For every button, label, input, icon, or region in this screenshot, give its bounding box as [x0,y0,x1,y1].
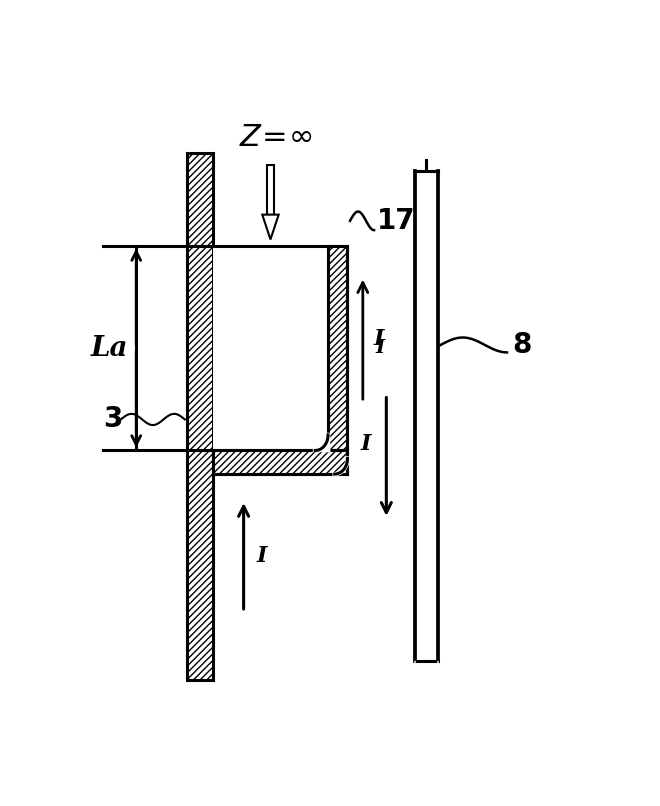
Text: 17: 17 [377,207,415,235]
Text: La: La [91,334,129,362]
Polygon shape [187,152,213,680]
Polygon shape [262,214,279,239]
Polygon shape [213,246,347,474]
Text: I: I [373,328,383,351]
Text: 8: 8 [512,331,531,359]
Polygon shape [328,246,347,451]
Text: I: I [376,339,385,357]
Text: 3: 3 [104,405,123,434]
Text: I: I [256,545,267,567]
Text: $Z\!=\!\infty$: $Z\!=\!\infty$ [239,122,312,152]
Text: I: I [360,434,371,455]
Polygon shape [213,451,347,474]
Polygon shape [267,165,273,214]
